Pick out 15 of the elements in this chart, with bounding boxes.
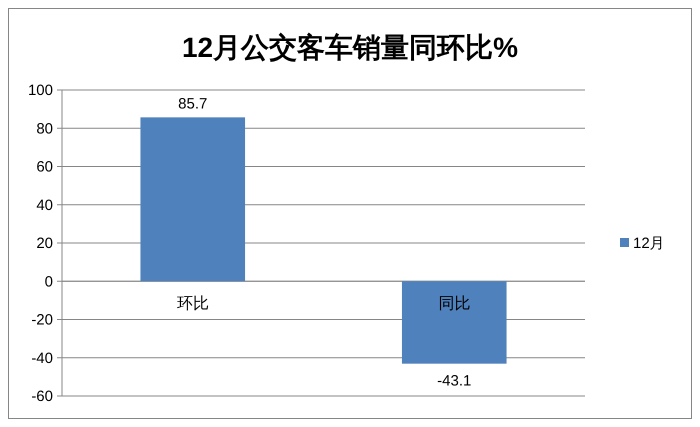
x-tick-label: 同比 <box>438 294 470 312</box>
data-label: 85.7 <box>178 95 208 112</box>
y-tick-label: 80 <box>36 120 53 138</box>
data-label: -43.1 <box>437 372 472 390</box>
y-tick-label: 40 <box>36 196 53 214</box>
y-tick-label: 60 <box>36 158 53 176</box>
y-tick-label: -60 <box>31 388 53 405</box>
y-tick-label: 0 <box>44 273 53 290</box>
chart-title: 12月公交客车销量同环比% <box>182 32 518 63</box>
y-tick-label: -40 <box>31 350 53 367</box>
y-tick-label: 100 <box>28 82 53 99</box>
x-tick-label: 环比 <box>176 294 209 312</box>
legend-label: 12月 <box>633 235 665 252</box>
y-tick-label: -20 <box>31 312 53 328</box>
y-tick-label: 20 <box>36 235 53 252</box>
